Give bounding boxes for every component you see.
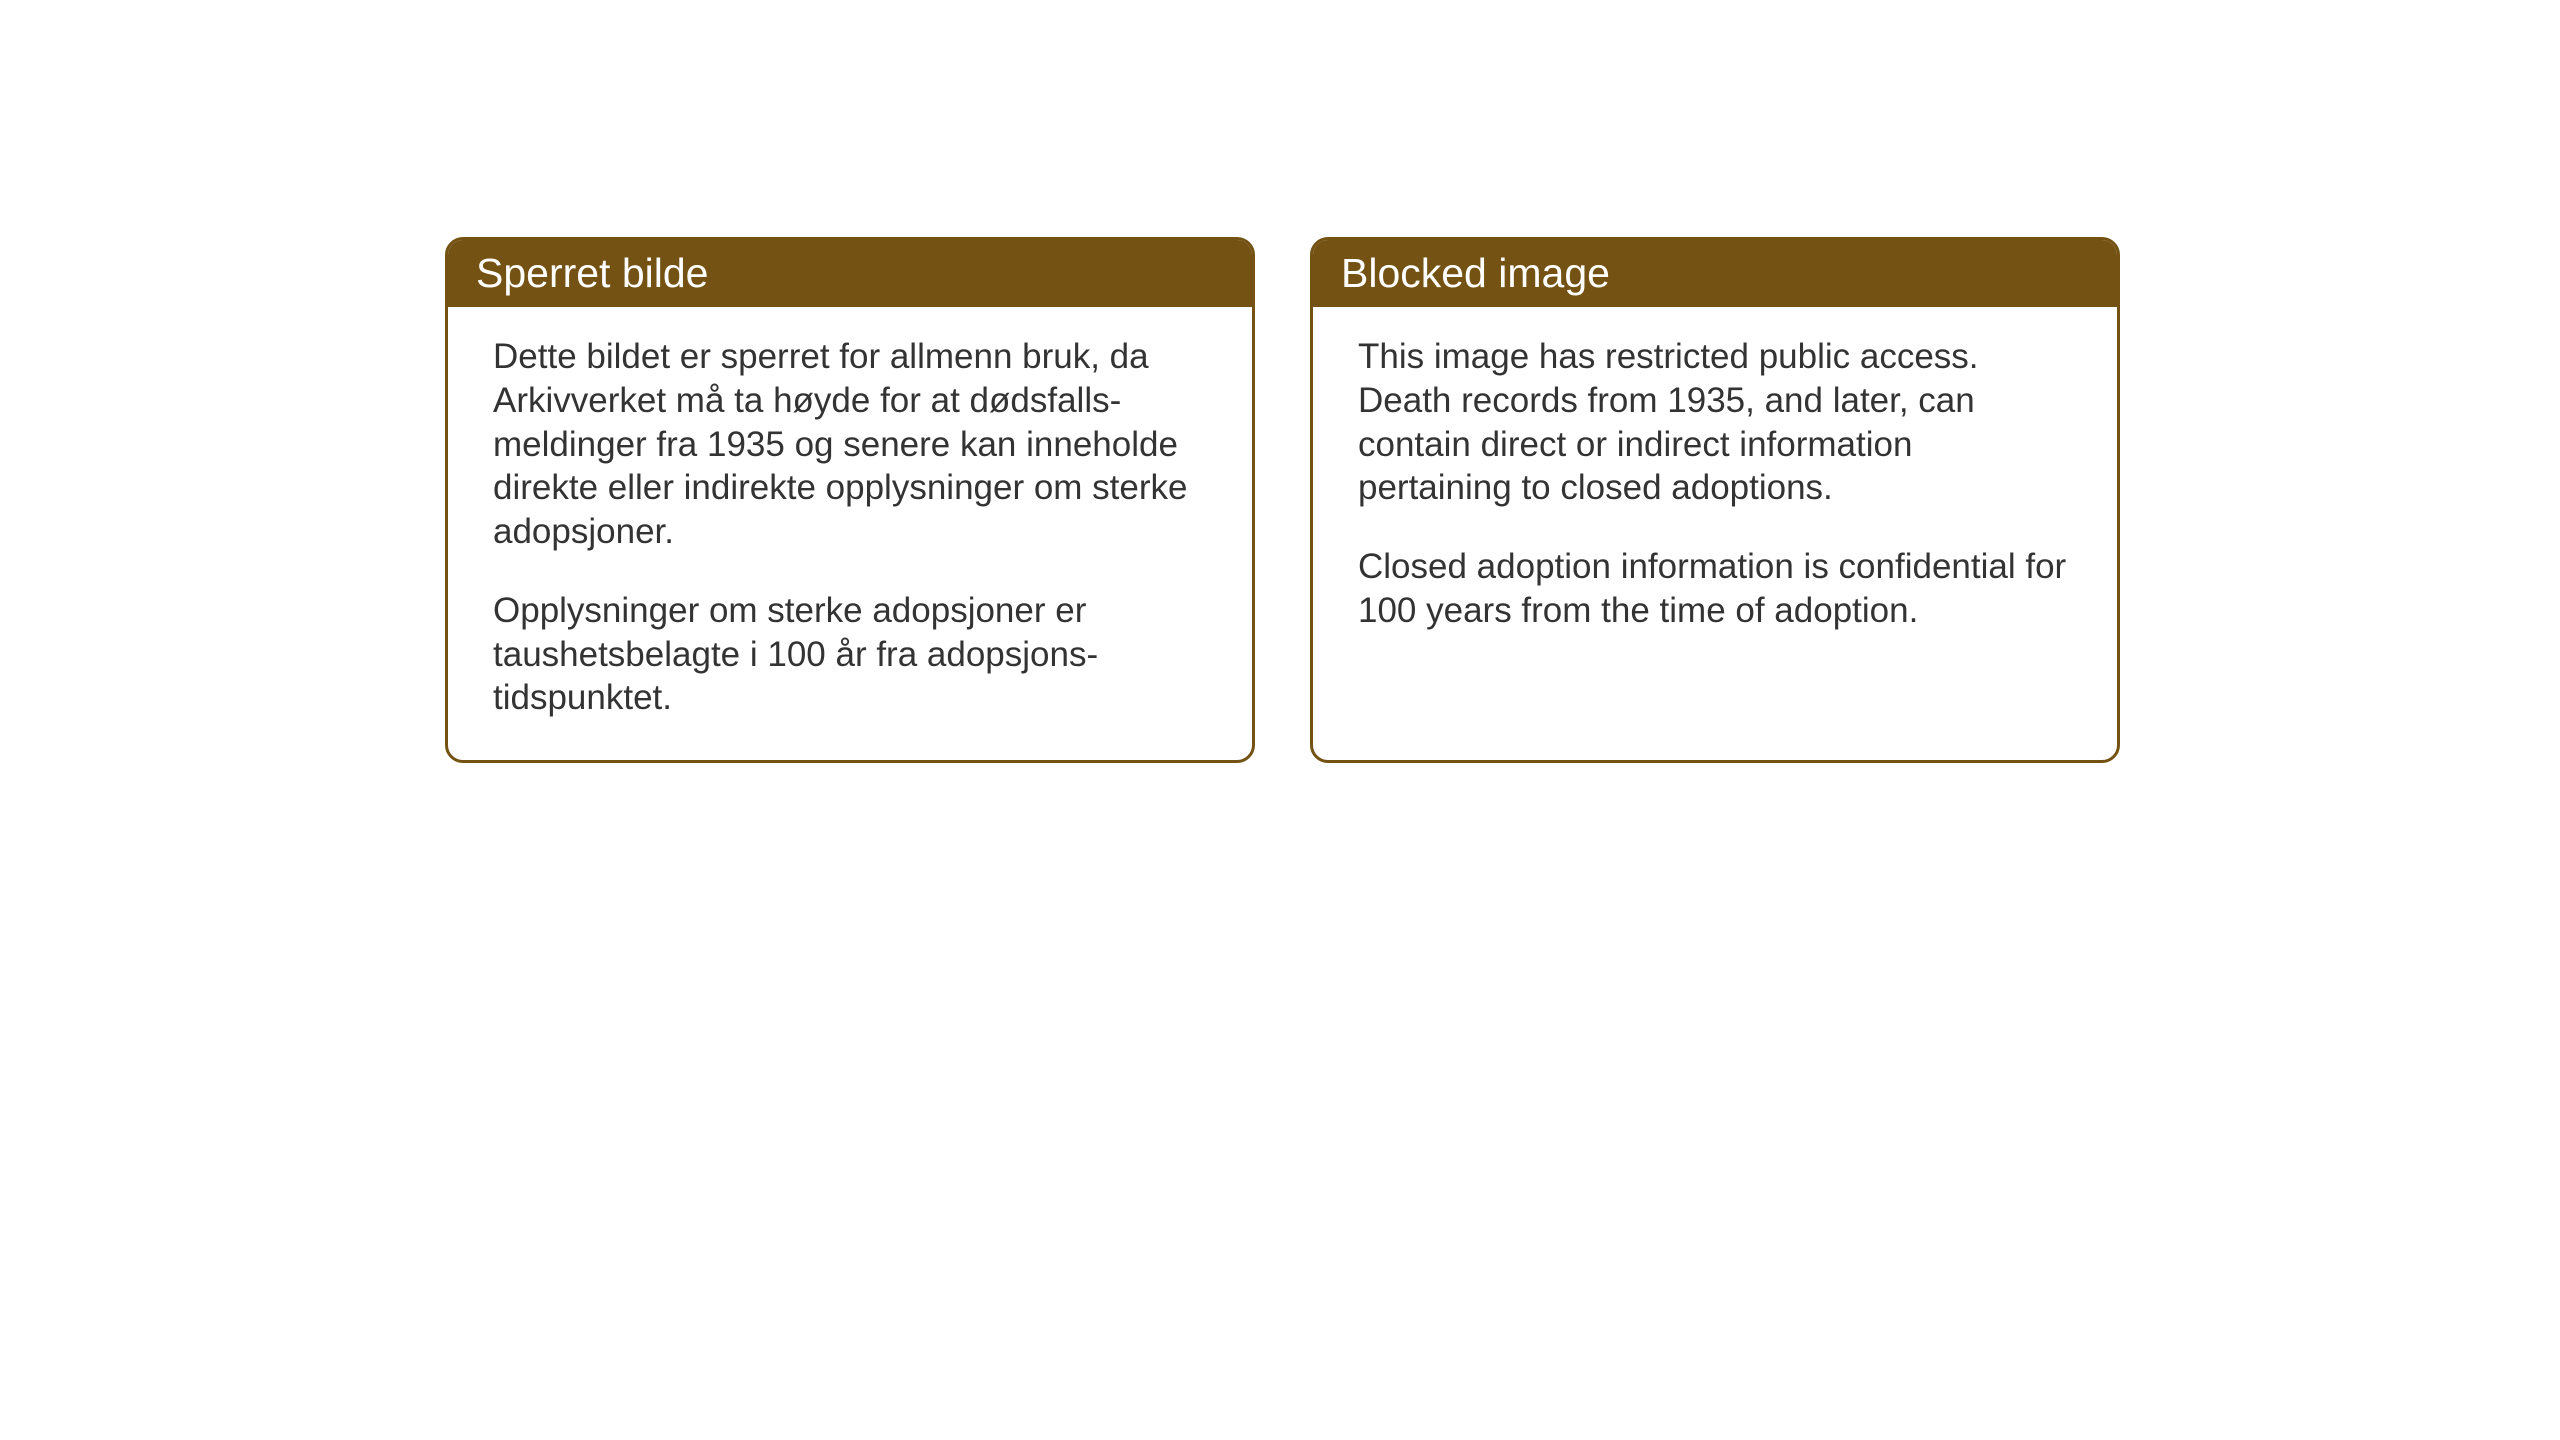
- card-body-norwegian: Dette bildet er sperret for allmenn bruk…: [448, 307, 1252, 760]
- card-paragraph-2-norwegian: Opplysninger om sterke adopsjoner er tau…: [493, 589, 1207, 720]
- card-header-english: Blocked image: [1313, 240, 2117, 307]
- card-english: Blocked image This image has restricted …: [1310, 237, 2120, 763]
- card-paragraph-1-english: This image has restricted public access.…: [1358, 335, 2072, 510]
- card-title-norwegian: Sperret bilde: [476, 250, 708, 296]
- card-body-english: This image has restricted public access.…: [1313, 307, 2117, 673]
- card-title-english: Blocked image: [1341, 250, 1610, 296]
- cards-container: Sperret bilde Dette bildet er sperret fo…: [445, 237, 2120, 763]
- card-norwegian: Sperret bilde Dette bildet er sperret fo…: [445, 237, 1255, 763]
- card-paragraph-2-english: Closed adoption information is confident…: [1358, 545, 2072, 633]
- card-header-norwegian: Sperret bilde: [448, 240, 1252, 307]
- card-paragraph-1-norwegian: Dette bildet er sperret for allmenn bruk…: [493, 335, 1207, 554]
